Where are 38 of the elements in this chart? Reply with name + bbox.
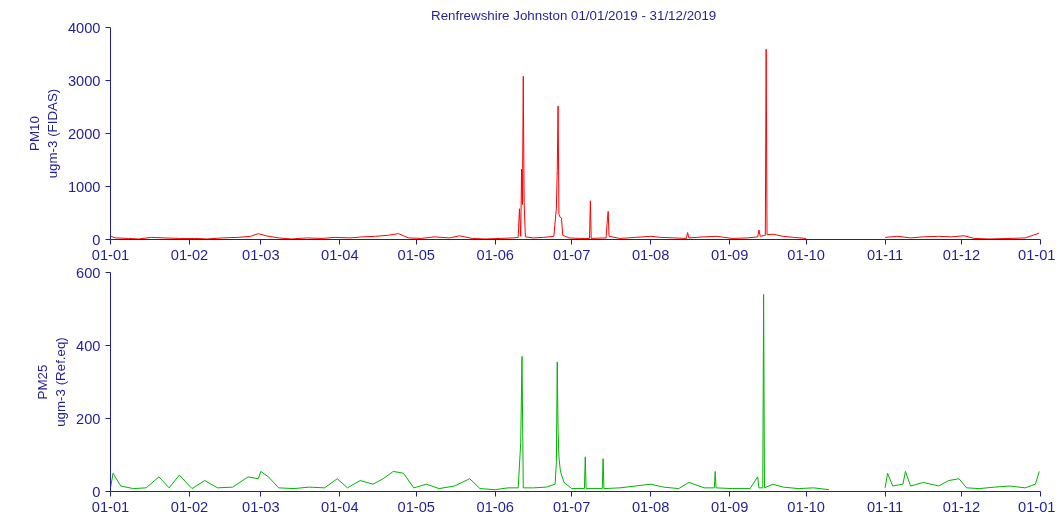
x-tick-label: 01-01 (91, 498, 130, 515)
x-tick-label: 01-02 (170, 246, 209, 263)
y-tick-label: 200 (76, 410, 101, 427)
x-tick-label: 01-01 (91, 246, 130, 263)
y-axis-title: PM25 ugm-3 (Ref.eq) (35, 337, 69, 427)
y-tick-label: 600 (76, 264, 101, 281)
x-tick-label: 01-10 (787, 246, 825, 263)
x-tick-label: 01-01 (1018, 246, 1056, 263)
x-tick-label: 01-04 (321, 246, 359, 263)
y-tick-label: 4000 (67, 19, 101, 36)
x-tick-label: 01-11 (866, 246, 904, 263)
x-tick-label: 01-08 (631, 246, 670, 263)
x-tick-label: 01-02 (170, 498, 209, 515)
y-tick-label: 0 (92, 483, 101, 500)
chart-title: Renfrewshire Johnston 01/01/2019 - 31/12/2019 (431, 7, 717, 23)
y-axis-title: PM10 ugm-3 (FIDAS) (26, 88, 60, 179)
x-tick-label: 01-09 (710, 246, 749, 263)
y-tick-label: 3000 (67, 72, 101, 89)
x-tick-label: 01-04 (321, 498, 359, 515)
x-tick-label: 01-12 (942, 498, 981, 515)
y-tick-label: 0 (92, 231, 101, 248)
y-tick-label: 400 (76, 337, 101, 354)
x-tick-label: 01-07 (552, 246, 591, 263)
x-tick-label: 01-07 (552, 498, 591, 515)
x-tick-label: 01-08 (631, 498, 670, 515)
y-tick-label: 1000 (67, 178, 101, 195)
x-tick-label: 01-05 (397, 246, 436, 263)
x-tick-label: 01-12 (942, 246, 981, 263)
x-tick-label: 01-03 (242, 498, 280, 515)
x-tick-label: 01-03 (242, 246, 280, 263)
x-tick-label: 01-05 (397, 498, 436, 515)
x-tick-label: 01-06 (476, 246, 514, 263)
x-tick-label: 01-01 (1018, 498, 1056, 515)
y-tick-label: 2000 (67, 125, 101, 142)
x-tick-label: 01-11 (866, 498, 904, 515)
x-tick-label: 01-06 (476, 498, 514, 515)
x-tick-label: 01-10 (787, 498, 825, 515)
x-tick-label: 01-09 (710, 498, 749, 515)
